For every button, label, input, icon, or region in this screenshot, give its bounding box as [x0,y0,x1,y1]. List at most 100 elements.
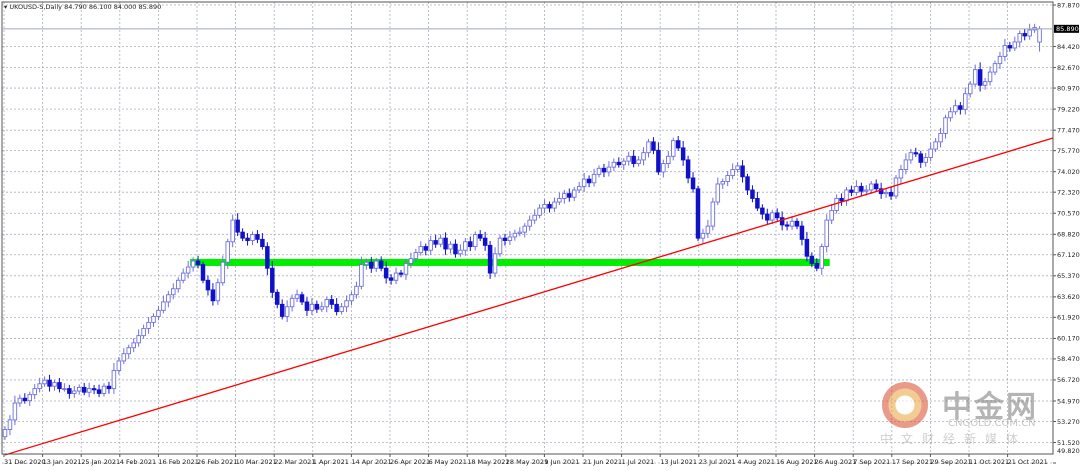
candle-body [859,185,864,192]
bull-candle [175,277,181,293]
bear-candle [299,291,305,305]
candle-body [468,241,473,248]
candle-body [111,370,117,390]
bull-candle [720,178,726,190]
candle-body [240,231,245,239]
x-tick-label: 13 Jul 2021 [660,458,697,466]
bear-candle [774,208,780,221]
candle-body [156,309,161,317]
candle-body [547,203,552,209]
bear-candle [245,233,250,246]
bull-candle [225,238,230,269]
candle-body [779,217,785,226]
y-tick-label: 63.620 [1057,293,1080,301]
candle-body [799,225,805,240]
bear-candle [255,230,260,244]
candle-body [284,306,290,317]
bull-candle [364,258,369,270]
bear-candle [443,232,448,255]
candle-body [275,291,280,305]
candle-body [606,166,612,173]
bull-candle [844,186,849,206]
menu-arrow-icon[interactable]: ▾ [4,3,8,11]
candle-body [661,163,666,173]
bear-candle [601,163,607,178]
bull-candle [824,214,829,253]
bear-candle [210,283,216,306]
candle-body [572,189,577,198]
bear-candle [809,252,815,268]
candle-body [477,234,483,239]
candle-body [522,225,528,233]
candle-body [626,155,631,162]
candle-body [873,183,879,190]
candle-body [997,55,1003,65]
trendline[interactable] [4,137,1054,456]
bull-candle [517,227,523,237]
candle-body [492,253,498,274]
candle-body [2,429,8,438]
bull-candle [374,258,379,273]
x-tick-label: 4 Aug 2021 [737,458,775,466]
candle-body [804,238,810,257]
bull-candle [562,189,567,204]
bull-candle [898,164,904,184]
bear-candle [91,384,97,395]
bull-candle [354,281,359,299]
candles [2,23,1042,440]
y-tick-label: 56.720 [1057,376,1080,384]
candle-body [443,237,448,250]
candle-body [700,232,706,239]
candle-body [195,260,201,266]
bull-candle [725,170,730,187]
candle-body [784,224,790,227]
candle-body [96,389,102,394]
bear-candle [918,150,924,168]
bull-candle [111,362,117,394]
candle-body [299,294,305,303]
candle-body [319,306,325,310]
bull-candle [76,384,82,395]
candle-body [953,105,958,113]
candle-body [161,301,166,311]
bull-candle [576,181,582,194]
candle-body [864,189,869,192]
candle-body [869,183,874,191]
candle-body [888,191,894,197]
bull-candle [309,298,315,315]
candle-body [215,282,221,302]
candle-body [344,300,349,308]
bear-candle [1007,41,1013,52]
x-tick-label: 10 Mar 2021 [236,458,277,466]
candle-body [814,262,820,269]
y-tick-label: 68.820 [1057,231,1080,239]
candle-body [641,152,646,161]
candle-body [621,160,627,166]
candle-body [62,388,67,391]
candle-body [542,203,547,209]
candle-body [42,379,47,385]
candle-body [121,353,127,362]
candle-body [789,220,795,227]
candle-body [977,69,983,86]
candle-body [903,159,909,170]
bull-candle [636,156,641,167]
candle-body [448,243,453,250]
candle-body [47,379,52,387]
bull-candle [284,300,290,323]
candle-body [992,63,998,73]
bear-candle [685,155,691,184]
candle-body [294,294,300,299]
bear-candle [235,213,240,237]
candle-body [131,342,136,349]
candle-body [438,237,443,245]
bull-candle [37,377,42,393]
candle-body [487,244,493,274]
candle-body [844,189,849,202]
bear-candle [423,243,429,256]
candle-body [126,347,131,355]
candle-body [893,177,899,197]
bear-candle [977,62,983,92]
candle-body [938,132,943,143]
